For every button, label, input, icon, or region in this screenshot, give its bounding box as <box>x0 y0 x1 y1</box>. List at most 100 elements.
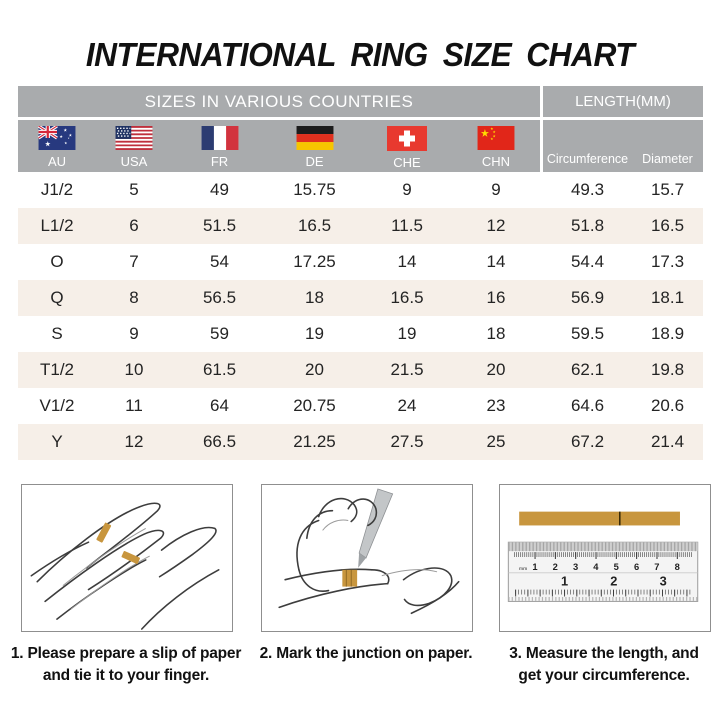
step-caption-line: get your circumference. <box>518 667 690 684</box>
table-cell: 9 <box>491 180 501 199</box>
table-cell: 14 <box>486 252 506 271</box>
column-header-de: DE <box>267 120 362 172</box>
table-cell: 20 <box>305 360 324 379</box>
table-cell: 9 <box>129 324 139 343</box>
table-cell: O <box>50 252 64 271</box>
measuring-instructions: 1. Please prepare a slip of paper and ti… <box>0 484 720 720</box>
ruler-cm-number: 3 <box>573 562 578 572</box>
country-code-label: AU <box>47 154 67 169</box>
table-cell: 56.5 <box>202 288 237 307</box>
step-caption-line: 1. Please prepare a slip of paper <box>10 645 242 662</box>
step-2: 2. Mark the junction on paper. <box>260 484 473 665</box>
header-divider <box>540 120 543 172</box>
table-cell: 6 <box>129 216 139 235</box>
ruler-cm-number: 2 <box>553 562 558 572</box>
table-cell: L1/2 <box>40 216 74 235</box>
table-cell: 21.25 <box>293 432 336 451</box>
ruler-cm-number: 4 <box>593 562 599 572</box>
flag-header-row: AU <box>18 120 703 172</box>
country-code-label: DE <box>305 154 324 169</box>
step-3: mm 1 2 3 4 5 6 7 8 1 2 3 <box>499 484 711 687</box>
table-cell: 12 <box>124 432 144 451</box>
table-cell: 59 <box>210 324 229 343</box>
table-cell: 17.3 <box>650 252 685 271</box>
group-header-length: LENGTH(MM) <box>543 86 703 117</box>
table-cell: J1/2 <box>40 180 74 199</box>
table-cell: 17.25 <box>293 252 336 271</box>
country-columns: AU <box>18 120 540 172</box>
header-divider <box>540 86 543 117</box>
table-cell: 49 <box>210 180 229 199</box>
table-cell: 16 <box>486 288 506 307</box>
column-header-usa: USA <box>96 120 172 172</box>
germany-flag-icon <box>296 126 334 150</box>
table-cell: 18 <box>305 288 324 307</box>
table-row: Q 8 56.5 18 16.5 16 56.9 18.1 <box>18 280 703 316</box>
table-cell: 20.75 <box>293 396 336 415</box>
table-cell: 51.5 <box>202 216 237 235</box>
table-group-header: SIZES IN VARIOUS COUNTRIES LENGTH(MM) <box>18 86 703 117</box>
table-cell: 64.6 <box>570 396 605 415</box>
table-cell: 12 <box>486 216 506 235</box>
table-row: Y 12 66.5 21.25 27.5 25 67.2 21.4 <box>18 424 703 460</box>
table-cell: 27.5 <box>390 432 424 451</box>
ruler-cm-number: 7 <box>654 562 659 572</box>
table-cell: 20.6 <box>650 396 685 415</box>
step-caption-line: 2. Mark the junction on paper. <box>259 645 473 662</box>
ruler-cm-number: 6 <box>634 562 639 572</box>
length-column-headers: Circumference Diameter <box>543 120 703 172</box>
usa-flag-icon <box>115 126 153 150</box>
table-cell: 54.4 <box>570 252 605 271</box>
table-cell: 16.5 <box>297 216 332 235</box>
table-cell: 15.75 <box>293 180 336 199</box>
table-cell: 11.5 <box>391 216 423 235</box>
table-cell: 18.9 <box>650 324 685 343</box>
france-flag-icon <box>201 126 239 150</box>
table-cell: 21.4 <box>650 432 685 451</box>
table-cell: 20 <box>486 360 506 379</box>
column-header-che: CHE <box>362 120 452 172</box>
table-cell: 67.2 <box>570 432 605 451</box>
diameter-column-header: Diameter <box>642 152 693 166</box>
table-cell: 7 <box>129 252 139 271</box>
ruler-cm-number: 5 <box>614 562 619 572</box>
table-body: J1/2 5 49 15.75 9 9 49.3 15.7 L1/2 6 51.5 16.5 11.5… <box>18 172 703 460</box>
ring-size-table: SIZES IN VARIOUS COUNTRIES LENGTH(MM) <box>18 86 703 460</box>
table-cell: S <box>51 324 63 343</box>
table-cell: 11 <box>125 396 143 415</box>
country-code-label: CHE <box>393 155 421 170</box>
table-cell: 54 <box>210 252 229 271</box>
table-cell: 61.5 <box>202 360 237 379</box>
column-header-chn: CHN <box>452 120 540 172</box>
hand-with-paper-slip-illustration <box>21 484 233 632</box>
ruler-unit-label: mm <box>519 567 527 572</box>
ruler-inch-number: 3 <box>660 574 667 589</box>
table-cell: 19 <box>305 324 324 343</box>
step-caption: 3. Measure the length, and get your circ… <box>479 643 720 687</box>
table-cell: 5 <box>129 180 139 199</box>
column-header-fr: FR <box>172 120 267 172</box>
circumference-column-header: Circumference <box>546 152 629 166</box>
table-row: O 7 54 17.25 14 14 54.4 17.3 <box>18 244 703 280</box>
table-cell: 23 <box>486 396 506 415</box>
table-row: S 9 59 19 19 18 59.5 18.9 <box>18 316 703 352</box>
column-header-au: AU <box>18 120 96 172</box>
step-caption: 1. Please prepare a slip of paper and ti… <box>1 643 251 687</box>
table-cell: 51.8 <box>570 216 605 235</box>
ruler-inch-number: 1 <box>561 574 568 589</box>
ruler-cm-number: 1 <box>532 562 537 572</box>
step-caption-line: 3. Measure the length, and <box>509 645 699 662</box>
table-cell: 9 <box>402 180 412 199</box>
ruler-inch-number: 2 <box>610 574 617 589</box>
country-code-label: USA <box>120 154 148 169</box>
table-cell: 64 <box>210 396 229 415</box>
table-cell: 56.9 <box>570 288 605 307</box>
table-row: L1/2 6 51.5 16.5 11.5 12 51.8 16.5 <box>18 208 703 244</box>
table-cell: 49.3 <box>570 180 605 199</box>
table-cell: 19 <box>397 324 417 343</box>
step-caption-line: and tie it to your finger. <box>42 667 210 684</box>
table-cell: 59.5 <box>570 324 605 343</box>
ruler-illustration: mm 1 2 3 4 5 6 7 8 1 2 3 <box>499 484 711 632</box>
table-cell: 25 <box>486 432 506 451</box>
step-1: 1. Please prepare a slip of paper and ti… <box>11 484 241 687</box>
